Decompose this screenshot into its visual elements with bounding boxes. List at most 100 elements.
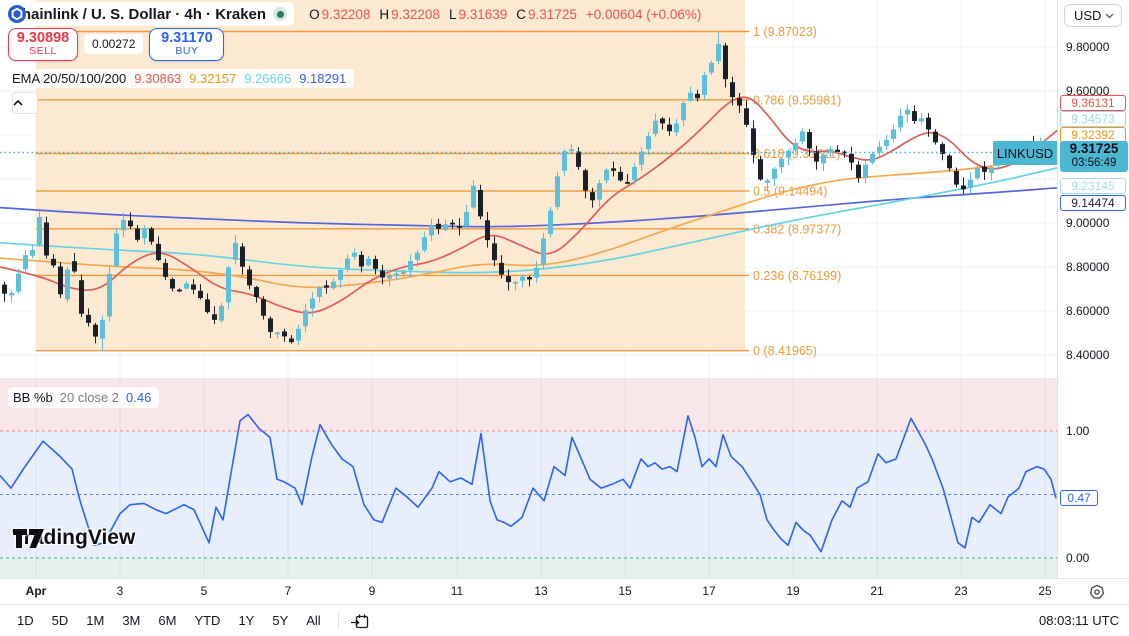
candle-body xyxy=(72,261,77,272)
ohlc-high-value: 9.32208 xyxy=(391,6,440,22)
time-axis-tick: 25 xyxy=(1038,584,1052,598)
candle-body xyxy=(660,118,665,124)
candle-body xyxy=(506,276,511,283)
price-axis-label: 9.60000 xyxy=(1066,84,1110,98)
candle-body xyxy=(576,151,581,167)
candle-body xyxy=(919,118,924,122)
candle-body xyxy=(877,146,882,153)
currency-selector[interactable]: USD xyxy=(1064,4,1122,27)
candle-body xyxy=(688,92,693,101)
range-button-1d[interactable]: 1D xyxy=(8,609,43,632)
candle-body xyxy=(128,220,133,227)
candle-body xyxy=(940,144,945,154)
range-button-6m[interactable]: 6M xyxy=(149,609,185,632)
sell-button[interactable]: 9.30898 SELL xyxy=(8,27,78,61)
bb-axis-label: 0.00 xyxy=(1066,551,1090,565)
candle-body xyxy=(982,166,987,172)
market-status-icon[interactable] xyxy=(273,7,288,21)
bb-percent-b-chart[interactable] xyxy=(0,378,1057,578)
candle-body xyxy=(597,183,602,200)
fib-level-label: 0 (8.41965) xyxy=(753,344,817,358)
tradingview-logo[interactable]: TradingView xyxy=(12,526,135,550)
candle-body xyxy=(373,259,378,269)
time-axis-tick: 5 xyxy=(200,584,208,598)
ohlc-open-value: 9.32208 xyxy=(321,6,371,22)
candle-body xyxy=(492,243,497,261)
symbol-pill[interactable]: Chainlink / U. S. Dollar · 4h · Kraken xyxy=(8,2,295,26)
candle-body xyxy=(583,170,588,191)
candle-body xyxy=(261,299,266,316)
candle-body xyxy=(947,155,952,169)
candle-body xyxy=(184,283,189,289)
candle-body xyxy=(205,299,210,313)
candle-body xyxy=(478,190,483,217)
candle-body xyxy=(814,151,819,162)
candle-body xyxy=(464,212,469,226)
price-axis-label: 8.80000 xyxy=(1066,260,1110,274)
symbol-legend-row: Chainlink / U. S. Dollar · 4h · Kraken O… xyxy=(8,2,701,26)
candle-body xyxy=(324,285,329,288)
candle-body xyxy=(471,185,476,208)
bar-countdown: 03:56:49 xyxy=(1071,157,1117,169)
price-axis[interactable]: USD 9.31725 03:56:49 9.80000 9.60000 9.000… xyxy=(1057,0,1129,578)
candle-body xyxy=(975,168,980,179)
candle-body xyxy=(933,131,938,143)
bb-overbought-band xyxy=(0,379,1057,431)
candle-body xyxy=(457,226,462,228)
candle-body xyxy=(422,237,427,251)
range-button-3m[interactable]: 3M xyxy=(113,609,149,632)
tradingview-wordmark: TradingView xyxy=(12,526,136,549)
range-button-5d[interactable]: 5D xyxy=(43,609,78,632)
ema-legend-row: EMA 20/50/100/200 9.30863 9.32157 9.2666… xyxy=(8,68,355,88)
candle-body xyxy=(282,331,287,337)
candle-body xyxy=(849,153,854,163)
candle-body xyxy=(632,166,637,181)
utc-clock: 08:03:11 UTC xyxy=(1039,613,1119,628)
gear-icon xyxy=(1089,584,1105,599)
candle-body xyxy=(485,220,490,241)
candle-body xyxy=(674,123,679,133)
range-button-1m[interactable]: 1M xyxy=(77,609,113,632)
bb-percent-b-line xyxy=(0,413,1057,553)
legend-collapse-button[interactable] xyxy=(12,92,38,114)
fib-level-label: 1 (9.87023) xyxy=(753,25,817,39)
candle-body xyxy=(856,164,861,178)
candle-body xyxy=(408,261,413,271)
candle-body xyxy=(394,273,399,276)
bb-axis-label: 1.00 xyxy=(1066,424,1090,438)
candle-body xyxy=(30,250,35,256)
candle-body xyxy=(730,82,735,98)
candle-body xyxy=(247,269,252,286)
buy-button[interactable]: 9.31170 BUY xyxy=(149,27,225,61)
candle-body xyxy=(296,328,301,341)
candle-body xyxy=(44,222,49,256)
trade-panel: 9.30898 SELL 0.00272 9.31170 BUY xyxy=(8,27,225,61)
go-to-date-icon xyxy=(351,614,369,628)
candle-body xyxy=(884,140,889,146)
candle-body xyxy=(219,305,224,321)
time-axis-tick: 11 xyxy=(450,584,464,598)
range-button-1y[interactable]: 1Y xyxy=(229,609,263,632)
time-axis-tick: 15 xyxy=(618,584,632,598)
go-to-date-button[interactable] xyxy=(347,609,373,633)
range-button-all[interactable]: All xyxy=(297,609,329,632)
candle-body xyxy=(793,143,798,150)
candle-body xyxy=(625,182,630,184)
ohlc-close-key: C xyxy=(516,6,527,22)
candle-body xyxy=(149,228,154,242)
candle-body xyxy=(303,310,308,327)
time-axis-tick: 7 xyxy=(284,584,292,598)
candle-body xyxy=(191,284,196,290)
time-axis[interactable]: Apr 3 5 7 9 11 13 15 17 19 21 23 25 xyxy=(0,578,1129,605)
last-price-symbol-tag: LINKUSD xyxy=(993,141,1057,165)
candle-body xyxy=(912,111,917,121)
candle-body xyxy=(604,169,609,181)
ema100-value: 9.26666 xyxy=(244,70,292,86)
range-button-5y[interactable]: 5Y xyxy=(263,609,297,632)
range-button-ytd[interactable]: YTD xyxy=(185,609,229,632)
candle-body xyxy=(569,149,574,152)
bb-indicator-value: 0.46 xyxy=(126,389,152,405)
buy-price: 9.31170 xyxy=(161,29,213,46)
axis-settings-button[interactable] xyxy=(1088,583,1106,601)
candle-body xyxy=(842,151,847,154)
